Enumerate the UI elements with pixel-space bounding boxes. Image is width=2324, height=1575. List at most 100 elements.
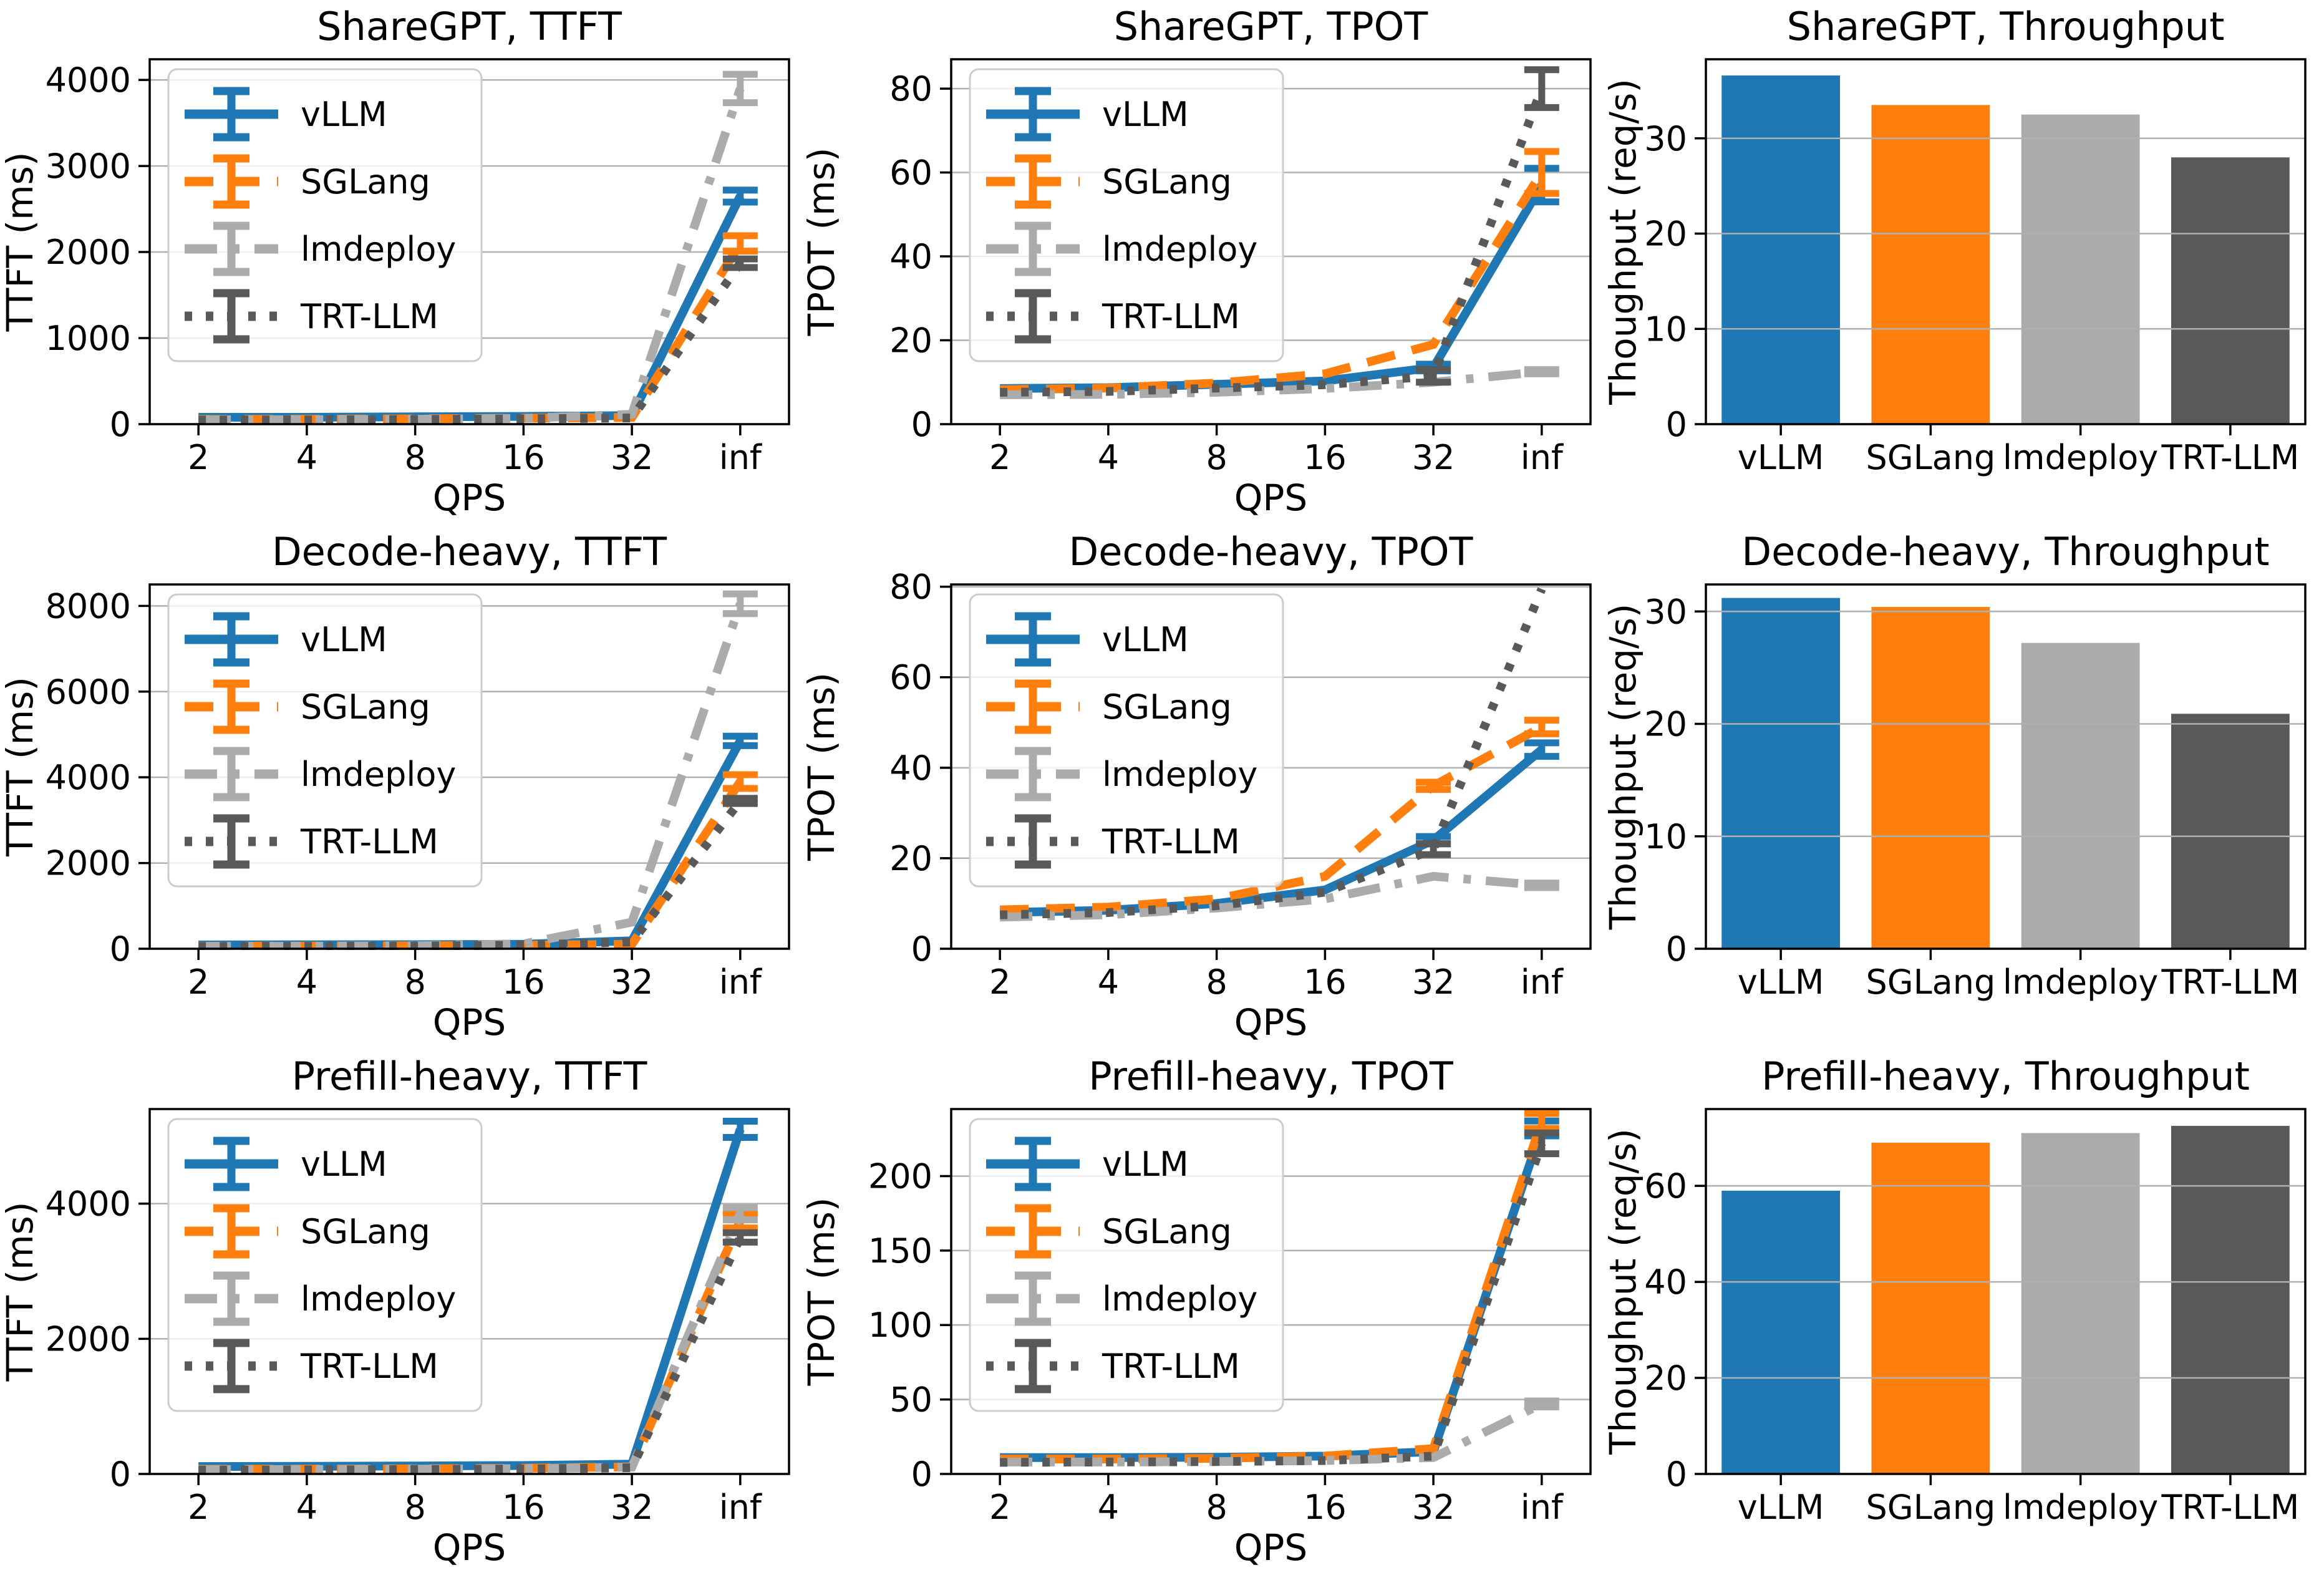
bar-TRT-LLM <box>2171 714 2290 949</box>
legend-label-SGLang: SGLang <box>1102 687 1232 727</box>
series-TRT-LLM <box>198 260 744 425</box>
category-label-lmdeploy: lmdeploy <box>2003 438 2158 477</box>
legend-box <box>167 68 483 362</box>
y-tick-label: 6000 <box>46 672 131 712</box>
legend-label-TRT-LLM: TRT-LLM <box>300 297 438 336</box>
legend-box <box>167 593 483 888</box>
chart-title: Prefill-heavy, TTFT <box>292 1054 648 1099</box>
series-group <box>1000 66 1559 399</box>
y-axis-label: Thoughput (req/s) <box>1603 604 1644 931</box>
x-tick-label: 16 <box>502 962 545 1002</box>
bar-SGLang <box>1871 607 1990 949</box>
chart-title: Decode-heavy, Throughput <box>1741 529 2269 574</box>
x-tick-label: 32 <box>611 438 654 477</box>
y-tick-label: 0 <box>1666 929 1687 969</box>
category-label-lmdeploy: lmdeploy <box>2003 1488 2158 1527</box>
y-tick-label: 4000 <box>46 758 131 797</box>
series-TRT-LLM <box>198 1235 745 1475</box>
axes-frame <box>148 1108 790 1475</box>
y-tick-label: 2000 <box>46 1319 131 1359</box>
legend-label-lmdeploy: lmdeploy <box>301 1279 456 1319</box>
series-group <box>1000 587 1559 922</box>
y-axis-label: TPOT (ms) <box>801 1198 843 1387</box>
series-SGLang <box>198 779 744 950</box>
legend-label-vLLM: vLLM <box>301 95 387 134</box>
chart-title: Prefill-heavy, Throughput <box>1761 1054 2250 1099</box>
series-group <box>198 1118 758 1475</box>
x-tick-label: inf <box>719 438 763 477</box>
y-axis-label: TTFT (ms) <box>0 152 41 332</box>
x-tick-label: 32 <box>1412 962 1455 1002</box>
x-tick-label: inf <box>1521 962 1564 1002</box>
x-tick-label: 8 <box>1206 962 1227 1002</box>
x-axis-label: QPS <box>1234 1001 1307 1044</box>
chart-decode-heavy-tpot-svg: 0 20 40 60 80 TPOT (ms) Decode-heavy, TPOT 2 4 8 1… <box>801 529 1592 1044</box>
legend-label-lmdeploy: lmdeploy <box>1102 230 1257 269</box>
bar-SGLang <box>1871 105 1990 425</box>
x-tick-label: 8 <box>404 438 425 477</box>
legend-label-lmdeploy: lmdeploy <box>301 230 456 269</box>
x-tick-label: 4 <box>296 438 317 477</box>
y-tick-label: 2000 <box>46 844 131 883</box>
y-tick-label: 0 <box>911 929 932 969</box>
legend-label-SGLang: SGLang <box>301 1212 430 1251</box>
chart-sharegpt-tpot-svg: 0 20 40 60 80 TPOT (ms) ShareGPT, TPOT 2 4 8 16 32 i… <box>801 4 1592 519</box>
chart-prefill-heavy-tpot: 0 50 100 150 200 TPOT (ms) Prefill-heavy, TPOT… <box>801 1050 1603 1575</box>
y-tick-label: 150 <box>868 1231 932 1271</box>
chart-title: ShareGPT, Throughput <box>1787 4 2225 49</box>
axes-frame <box>1705 1108 2307 1475</box>
legend-label-lmdeploy: lmdeploy <box>301 755 456 794</box>
x-tick-label: 2 <box>188 962 209 1002</box>
y-tick-label: 3000 <box>46 147 131 186</box>
series-SGLang <box>1000 723 1544 914</box>
y-tick-label: 60 <box>889 153 932 193</box>
x-tick-label: 8 <box>1206 1488 1227 1527</box>
y-tick-label: 100 <box>868 1306 932 1345</box>
x-tick-label: 32 <box>611 1488 654 1527</box>
axes-frame <box>1705 58 2307 425</box>
bar-vLLM <box>1721 1190 1841 1474</box>
axes-frame <box>950 58 1592 425</box>
x-tick-label: 4 <box>296 1488 317 1527</box>
y-tick-label: 1000 <box>46 319 131 358</box>
x-tick-label: 16 <box>1304 962 1347 1002</box>
legend-box <box>167 1118 483 1412</box>
series-group <box>198 70 758 425</box>
y-tick-label: 40 <box>889 237 932 276</box>
chart-title: ShareGPT, TTFT <box>317 4 622 49</box>
axes-frame <box>950 1108 1592 1475</box>
y-tick-label: 80 <box>889 69 932 109</box>
bar-SGLang <box>1871 1142 1990 1474</box>
category-label-SGLang: SGLang <box>1866 438 1995 477</box>
bar-vLLM <box>1721 75 1841 424</box>
series-TRT-LLM <box>198 798 744 950</box>
x-tick-label: 16 <box>1304 438 1347 477</box>
category-label-SGLang: SGLang <box>1866 962 1995 1002</box>
y-tick-label: 0 <box>911 1455 932 1494</box>
category-label-lmdeploy: lmdeploy <box>2003 962 2158 1002</box>
legend-label-TRT-LLM: TRT-LLM <box>1101 1347 1240 1386</box>
chart-sharegpt-ttft: 0 1000 2000 3000 4000 TTFT (ms) ShareGPT, TTFT… <box>0 0 801 525</box>
category-label-SGLang: SGLang <box>1866 1488 1995 1527</box>
chart-title: ShareGPT, TPOT <box>1114 4 1429 49</box>
x-tick-label: 32 <box>1412 1488 1455 1527</box>
y-tick-label: 20 <box>1644 1359 1687 1398</box>
legend-label-SGLang: SGLang <box>301 162 430 201</box>
series-SGLang <box>1000 170 1546 394</box>
category-label-TRT-LLM: TRT-LLM <box>2161 962 2299 1002</box>
legend-label-lmdeploy: lmdeploy <box>1102 1279 1257 1319</box>
chart-title: Decode-heavy, TPOT <box>1069 529 1474 574</box>
y-tick-label: 200 <box>868 1156 932 1196</box>
chart-decode-heavy-ttft-svg: 0 2000 4000 6000 8000 TTFT (ms) Decode-heavy, … <box>0 529 790 1044</box>
y-tick-label: 60 <box>1644 1166 1687 1206</box>
y-axis-label: TTFT (ms) <box>0 677 41 857</box>
y-tick-label: 0 <box>110 1455 131 1494</box>
series-TRT-LLM <box>1000 1141 1546 1467</box>
y-tick-label: 4000 <box>46 1185 131 1224</box>
y-tick-label: 2000 <box>46 233 131 272</box>
y-axis-label: TTFT (ms) <box>0 1201 41 1382</box>
